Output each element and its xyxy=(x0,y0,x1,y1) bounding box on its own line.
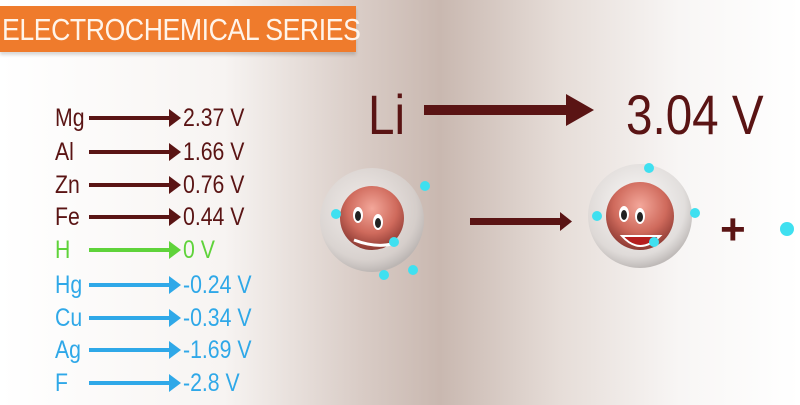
potential-value: 0.76 V xyxy=(183,170,245,199)
element-symbol: H xyxy=(55,235,71,264)
series-row-hg: Hg -0.24 V xyxy=(55,270,264,300)
highlight-arrow xyxy=(424,94,594,126)
arrow-icon xyxy=(89,241,181,259)
element-symbol: Hg xyxy=(55,270,83,299)
series-row-f: F -2.8 V xyxy=(55,368,250,398)
potential-value: -0.24 V xyxy=(183,270,252,299)
element-symbol: F xyxy=(55,368,68,397)
potential-value: -1.69 V xyxy=(183,335,252,364)
series-row-ag: Ag -1.69 V xyxy=(55,335,264,365)
element-symbol: Al xyxy=(55,137,74,166)
element-symbol: Mg xyxy=(55,103,85,132)
arrow-icon xyxy=(89,176,181,194)
series-row-h: H 0 V xyxy=(55,235,221,265)
potential-value: 0.44 V xyxy=(183,202,245,231)
highlight-element: Li xyxy=(368,83,406,146)
element-symbol: Cu xyxy=(55,303,83,332)
element-symbol: Fe xyxy=(55,202,80,231)
highlight-value: 3.04 V xyxy=(626,83,764,146)
arrow-icon xyxy=(89,143,181,161)
potential-value: 0 V xyxy=(183,235,215,264)
potential-value: 1.66 V xyxy=(183,137,245,166)
series-row-cu: Cu -0.34 V xyxy=(55,303,264,333)
potential-value: -0.34 V xyxy=(183,303,252,332)
series-row-al: Al 1.66 V xyxy=(55,137,255,167)
element-symbol: Zn xyxy=(55,170,80,199)
arrow-icon xyxy=(89,276,181,294)
electron xyxy=(331,181,430,280)
plus-sign: + xyxy=(720,205,746,254)
lithium-ion xyxy=(588,163,700,268)
series-row-mg: Mg 2.37 V xyxy=(55,103,255,133)
arrow-icon xyxy=(89,309,181,327)
series-row-fe: Fe 0.44 V xyxy=(55,202,255,232)
potential-value: 2.37 V xyxy=(183,103,245,132)
free-electron xyxy=(780,222,794,236)
arrow-icon xyxy=(89,109,181,127)
element-symbol: Ag xyxy=(55,335,82,364)
title-banner: ELECTROCHEMICAL SERIES xyxy=(0,6,361,52)
arrow-icon xyxy=(89,374,181,392)
arrow-icon xyxy=(89,341,181,359)
reaction-arrow xyxy=(470,212,572,231)
potential-value: -2.8 V xyxy=(183,368,240,397)
series-row-zn: Zn 0.76 V xyxy=(55,170,255,200)
title: ELECTROCHEMICAL SERIES xyxy=(2,12,361,47)
arrow-icon xyxy=(89,208,181,226)
lithium-atom xyxy=(320,168,430,280)
